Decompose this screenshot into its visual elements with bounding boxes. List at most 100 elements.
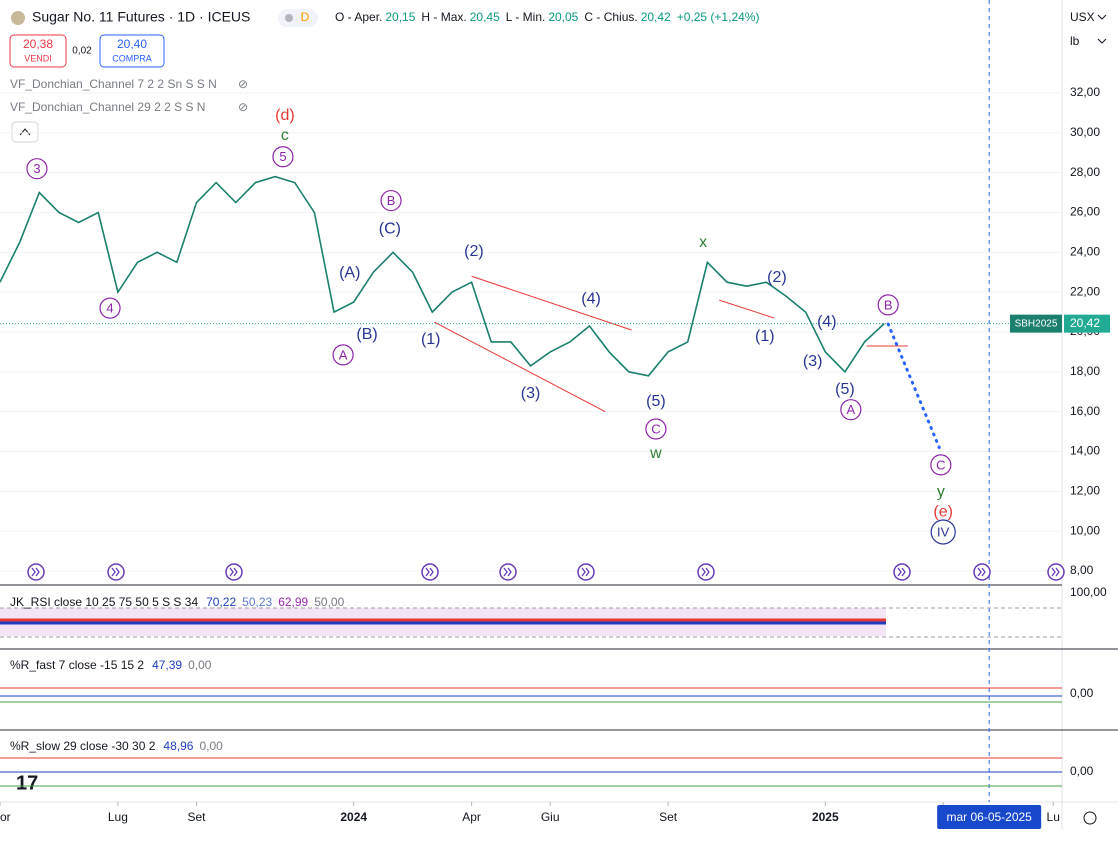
wave-circle xyxy=(332,344,354,366)
ohlc-value: 20,45 xyxy=(470,10,500,24)
wave-label: (A) xyxy=(339,264,360,281)
x-tick-label: or xyxy=(0,810,11,824)
x-tick-label: 2025 xyxy=(812,810,839,824)
event-arrow xyxy=(897,567,906,577)
price-label: 20,42 xyxy=(1070,316,1100,330)
buy-button[interactable] xyxy=(99,34,165,68)
price-line xyxy=(0,175,885,377)
event-arrow xyxy=(581,567,590,577)
wave-label: 5 xyxy=(279,149,286,164)
event-icon xyxy=(577,563,595,581)
event-arrow xyxy=(425,567,434,577)
wave-label: (2) xyxy=(767,269,787,286)
series-badge xyxy=(1010,314,1062,333)
x-tick-label: Giu xyxy=(541,810,560,824)
panel-value: 0,00 xyxy=(199,739,223,753)
ohlc-label: O - Aper. xyxy=(335,10,382,24)
event-icon xyxy=(1047,563,1065,581)
tv-logo: 17 xyxy=(16,772,38,794)
wave-circle xyxy=(99,297,121,319)
event-arrow xyxy=(503,567,512,577)
wave-label: C xyxy=(651,421,660,436)
change: +0,25 (+1,24%) xyxy=(677,10,760,24)
ohlc-label: H - Max. xyxy=(421,10,466,24)
wave-label: (5) xyxy=(835,381,855,398)
ohlc-label: L - Min. xyxy=(506,10,546,24)
delay-badge: D xyxy=(301,10,310,24)
wave-label: IV xyxy=(937,524,950,539)
y-tick-label: 22,00 xyxy=(1070,284,1100,298)
wave-label: (C) xyxy=(379,221,401,238)
wave-label: (3) xyxy=(803,353,823,370)
wave-circle xyxy=(930,519,956,545)
sell-button[interactable] xyxy=(9,34,67,68)
event-icon xyxy=(973,563,991,581)
panel-value: 0,00 xyxy=(188,658,212,672)
x-tick-label: Apr xyxy=(462,810,481,824)
ohlc-value: 20,05 xyxy=(548,10,578,24)
wave-label: x xyxy=(699,234,707,251)
panel-label: %R_fast 7 close -15 15 2 xyxy=(10,658,144,672)
buy-price: 20,40 xyxy=(117,37,147,51)
collapse-button[interactable] xyxy=(11,121,39,143)
date-badge xyxy=(937,805,1042,829)
wave-label: (4) xyxy=(581,290,601,307)
y-tick-label: 14,00 xyxy=(1070,444,1100,458)
x-tick-label: Lu xyxy=(1047,810,1060,824)
price-badge xyxy=(1064,314,1110,333)
hide-icon[interactable]: ⊘ xyxy=(238,100,248,114)
event-arrow xyxy=(229,567,238,577)
panel-value: 48,96 xyxy=(163,739,193,753)
spread: 0,02 xyxy=(72,46,92,57)
wave-circle xyxy=(877,294,899,316)
wave-circle xyxy=(645,418,667,440)
event-icon xyxy=(421,563,439,581)
buy-label: COMPRA xyxy=(112,53,152,63)
symbol-icon xyxy=(11,11,25,25)
date-label: mar 06-05-2025 xyxy=(946,810,1032,824)
symbol-title: Sugar No. 11 Futures · 1D · ICEUS xyxy=(32,9,250,25)
ohlc-label: C - Chius. xyxy=(584,10,637,24)
wave-circle xyxy=(26,158,48,180)
wave-circle xyxy=(840,399,862,421)
wave-label: (1) xyxy=(755,328,775,345)
y-tick-label: 26,00 xyxy=(1070,205,1100,219)
wave-label: w xyxy=(649,445,662,462)
panel-value: 47,39 xyxy=(152,658,182,672)
currency-select[interactable] xyxy=(1066,8,1112,28)
wave-label: y xyxy=(937,484,945,501)
event-arrow xyxy=(111,567,120,577)
unit: lb xyxy=(1070,34,1080,48)
panel-value: 62,99 xyxy=(278,595,308,609)
event-icon xyxy=(499,563,517,581)
ohlc-value: 20,42 xyxy=(641,10,671,24)
event-icon xyxy=(697,563,715,581)
x-tick-label: Set xyxy=(659,810,678,824)
indicator-label: VF_Donchian_Channel 29 2 2 S S N xyxy=(10,100,205,114)
wave-label: B xyxy=(387,193,396,208)
event-arrow xyxy=(31,567,40,577)
panel-axis-label: 0,00 xyxy=(1070,686,1094,700)
indicator-label: VF_Donchian_Channel 7 2 2 Sn S S N xyxy=(10,77,217,91)
panel-value: 50,23 xyxy=(242,595,272,609)
dropdown-icon xyxy=(1097,14,1107,44)
wave-label: 4 xyxy=(106,301,113,316)
event-icon xyxy=(893,563,911,581)
sell-label: VENDI xyxy=(24,53,52,63)
wave-label: (2) xyxy=(464,243,484,260)
event-arrow xyxy=(701,567,710,577)
trendline xyxy=(434,321,606,413)
projection xyxy=(886,322,941,450)
settings-icon[interactable] xyxy=(1083,811,1097,825)
wave-circle xyxy=(930,454,952,476)
y-tick-label: 28,00 xyxy=(1070,165,1100,179)
x-tick-label: Lug xyxy=(108,810,128,824)
wave-label: (4) xyxy=(817,313,837,330)
panel-value: 50,00 xyxy=(314,595,344,609)
hide-icon[interactable]: ⊘ xyxy=(238,77,248,91)
panel-axis-label: 100,00 xyxy=(1070,585,1107,599)
wave-label: A xyxy=(847,402,856,417)
y-tick-label: 16,00 xyxy=(1070,404,1100,418)
wave-label: (5) xyxy=(646,393,666,410)
wave-label: (B) xyxy=(356,326,377,343)
